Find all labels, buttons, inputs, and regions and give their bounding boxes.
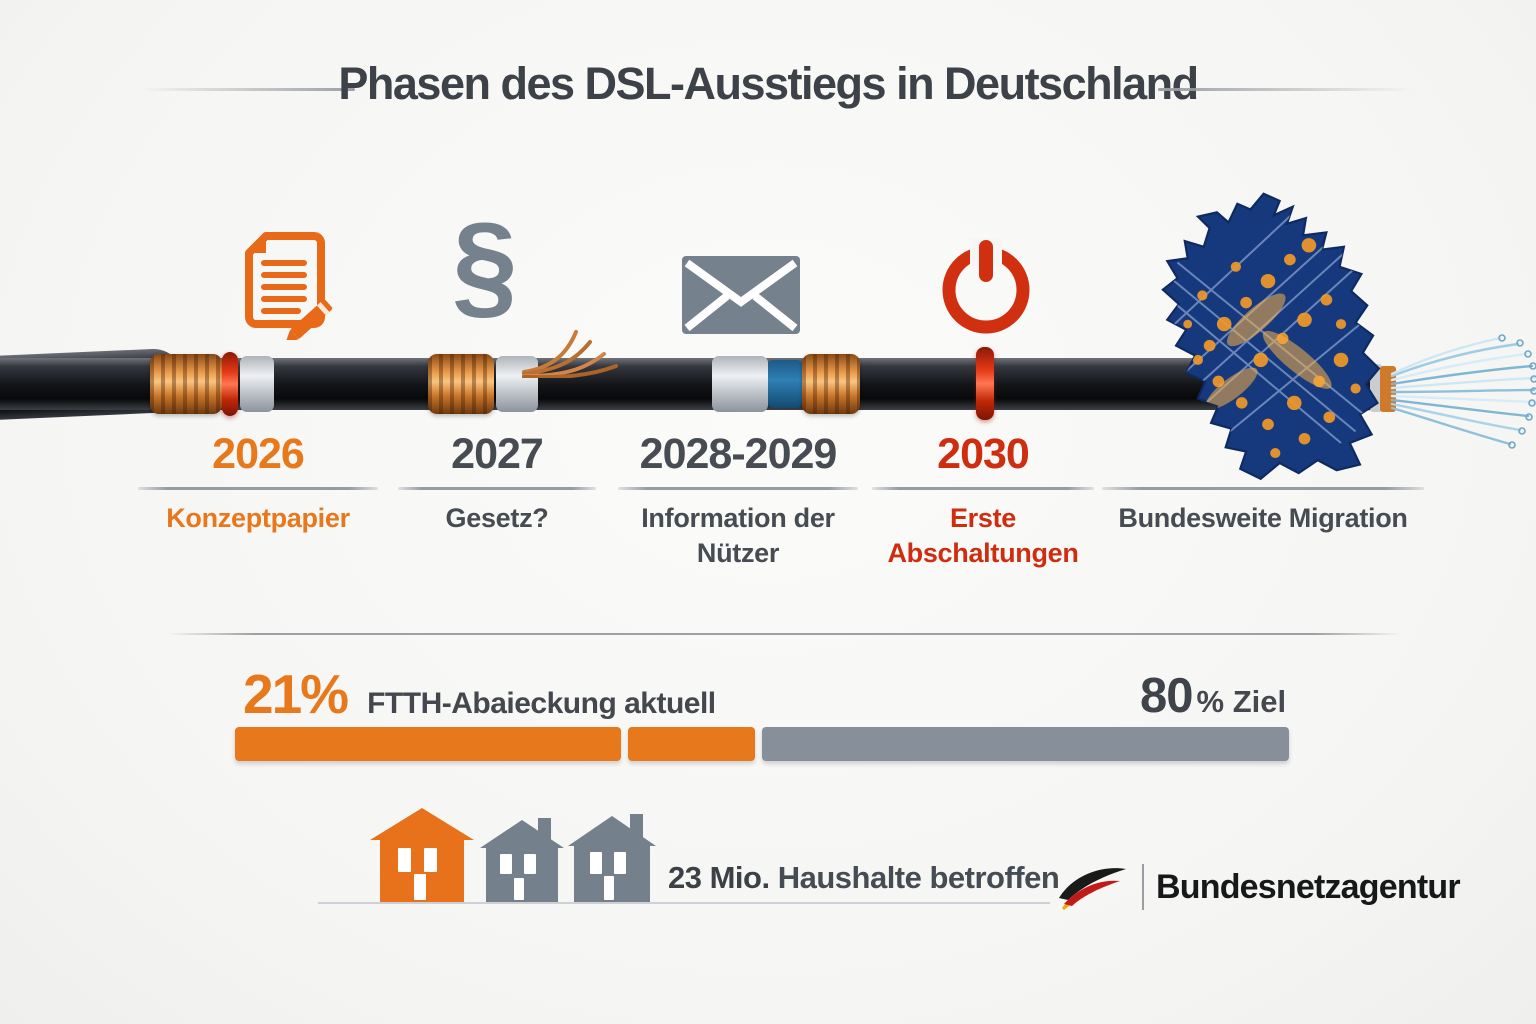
phase-rule: [618, 487, 858, 490]
copper-band: [150, 354, 222, 414]
copper-band: [428, 354, 494, 414]
households-value: 23 Mio.: [668, 860, 770, 895]
title-decor-line-left: [140, 88, 355, 91]
silver-band: [240, 356, 274, 412]
phase-label: Gesetz?: [445, 503, 549, 533]
phase-2027: 2027 Gesetz?: [398, 433, 596, 536]
coverage-bar-segment: [628, 727, 755, 761]
germany-map-icon: [1161, 192, 1381, 481]
phase-migration: Bundesweite Migration: [1102, 433, 1424, 536]
coverage-target-label: % Ziel: [1196, 684, 1287, 719]
red-shutdown-ring: [976, 347, 994, 420]
document-pencil-icon: [245, 232, 333, 340]
logo-divider: [1142, 864, 1144, 910]
power-icon: [942, 238, 1030, 334]
blue-connector: [768, 360, 802, 408]
house-icon-gray: [568, 814, 656, 902]
phase-year: [1102, 433, 1424, 483]
phase-label: Konzeptpapier: [166, 503, 350, 533]
coverage-bar-segment: [762, 727, 1289, 761]
phase-rule: [398, 487, 596, 490]
copper-band: [802, 354, 860, 414]
house-icon-orange: [370, 808, 474, 902]
envelope-icon: [682, 256, 800, 334]
coverage-target: 80 % Ziel: [1140, 668, 1286, 724]
houses-baseline: [318, 902, 1050, 904]
phase-rule: [1102, 487, 1424, 490]
coverage-target-value: 80: [1140, 669, 1194, 723]
phase-year: 2030: [937, 430, 1030, 478]
paragraph-icon: §: [452, 199, 518, 331]
phase-2030: 2030 Erste Abschaltungen: [872, 433, 1094, 571]
households-affected: 23 Mio. Haushalte betroffen: [668, 860, 1060, 896]
copper-fray-wires: [522, 330, 618, 378]
bundesnetzagentur-logo: Bundesnetzagentur: [1056, 860, 1461, 914]
phase-year: 2027: [451, 430, 544, 478]
coverage-bar-segment: [235, 727, 621, 761]
phase-year: 2026: [212, 430, 305, 478]
silver-connector: [712, 356, 768, 412]
bundesnetzagentur-swoosh-icon: [1059, 868, 1126, 910]
phase-label: Bundesweite Migration: [1118, 503, 1408, 533]
silver-band: [496, 356, 538, 412]
phase-rule: [138, 487, 378, 490]
section-divider: [168, 633, 1401, 635]
households-label: Haushalte betroffen: [769, 860, 1060, 895]
coverage-current-label: FTTH-Abaieckung aktuell: [367, 687, 716, 720]
coverage-bar: [235, 727, 1289, 761]
phase-2026: 2026 Konzeptpapier: [138, 433, 378, 536]
title-decor-line-right: [1158, 88, 1414, 91]
house-icon-gray: [480, 818, 564, 902]
coverage-current-value: 21%: [243, 663, 349, 725]
phase-year: 2028-2029: [639, 430, 838, 478]
red-marker-ring: [222, 352, 238, 416]
logo-text: Bundesnetzagentur: [1156, 867, 1461, 906]
page-title: Phasen des DSL-Ausstiegs in Deutschland: [338, 58, 1199, 109]
coverage-current: 21% FTTH-Abaieckung aktuell: [243, 662, 716, 726]
houses-graphic: [370, 808, 656, 904]
phase-label: Information der Nützer: [641, 503, 835, 569]
phase-rule: [872, 487, 1094, 490]
phase-2028-2029: 2028-2029 Information der Nützer: [618, 433, 858, 571]
phase-label: Erste Abschaltungen: [887, 503, 1079, 569]
